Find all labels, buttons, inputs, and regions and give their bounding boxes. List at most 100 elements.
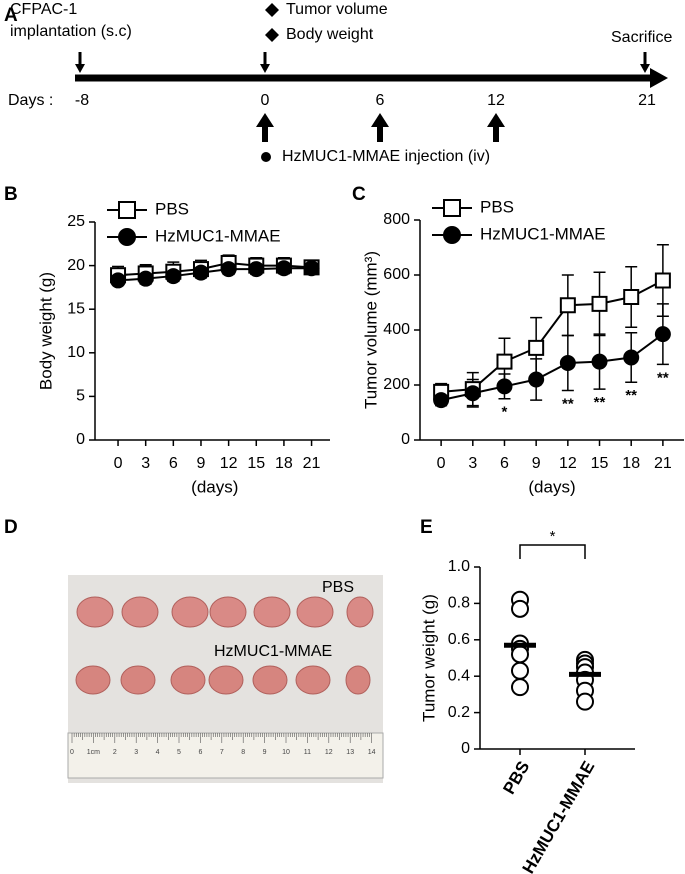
x-tick-label: 3 — [468, 455, 477, 472]
legend-label: PBS — [480, 197, 514, 216]
marker — [591, 295, 608, 312]
day-label: -8 — [75, 92, 89, 109]
significance-mark: * — [502, 404, 508, 421]
y-tick-label: 15 — [67, 300, 85, 317]
marker — [623, 289, 640, 305]
x-tick-label: 9 — [197, 455, 206, 472]
marker — [110, 272, 127, 289]
day-label: 0 — [261, 92, 270, 109]
photo-label: HzMUC1-MMAE — [214, 643, 332, 660]
marker — [654, 326, 671, 343]
x-tick-label: PBS — [499, 758, 533, 798]
marker — [192, 264, 209, 281]
y-axis-label: Tumor volume (mm³) — [361, 251, 380, 409]
legend-marker — [118, 228, 136, 246]
significance-mark: ** — [657, 369, 669, 386]
ruler-label: 0 — [70, 749, 74, 756]
x-axis-label: (days) — [528, 477, 575, 496]
down-arrowhead — [75, 64, 85, 73]
tumor — [121, 596, 159, 628]
ruler-label: 7 — [220, 749, 224, 756]
legend-label: PBS — [155, 199, 189, 218]
marker — [496, 378, 513, 395]
tumor — [170, 665, 206, 695]
tumor — [346, 596, 374, 628]
marker — [528, 339, 545, 356]
ruler-label: 3 — [134, 749, 138, 756]
down-arrowhead — [640, 64, 650, 73]
bullet-icon — [261, 152, 271, 162]
marker — [591, 353, 608, 370]
timeline-arrowhead — [650, 68, 668, 88]
x-tick-label: 3 — [141, 455, 150, 472]
marker — [303, 260, 320, 277]
y-tick-label: 0.6 — [448, 631, 470, 648]
y-tick-label: 0 — [76, 431, 85, 448]
marker — [433, 392, 450, 409]
marker — [559, 297, 576, 314]
panel-label: A — [4, 5, 18, 26]
marker — [165, 268, 182, 285]
y-tick-label: 0 — [401, 431, 410, 448]
tumor — [345, 665, 371, 695]
significance-bracket — [519, 544, 586, 559]
legend-label: HzMUC1-MMAE — [155, 226, 281, 245]
legend-marker — [443, 199, 461, 217]
tumor — [209, 596, 247, 628]
marker — [464, 385, 481, 402]
tumor — [120, 665, 156, 695]
measure-label: Tumor volume — [286, 1, 388, 18]
ruler-label: 8 — [241, 749, 245, 756]
ruler — [67, 732, 384, 779]
panel-label: B — [4, 184, 18, 205]
photo-label: PBS — [322, 579, 354, 596]
diamond-icon — [265, 28, 279, 42]
data-point — [511, 599, 529, 618]
x-tick-label: 6 — [500, 455, 509, 472]
x-tick-label: 18 — [622, 455, 640, 472]
y-tick-label: 1.0 — [448, 558, 470, 575]
marker — [623, 349, 640, 366]
y-tick-label: 25 — [67, 213, 85, 230]
x-tick-label: 9 — [532, 455, 541, 472]
x-axis-label: (days) — [191, 477, 238, 496]
up-arrowhead — [256, 113, 274, 127]
ruler-label: 2 — [113, 749, 117, 756]
y-tick-label: 0.8 — [448, 595, 470, 612]
ruler-label: 6 — [198, 749, 202, 756]
measure-label: Body weight — [286, 26, 374, 43]
marker — [275, 260, 292, 277]
x-tick-label: 21 — [303, 455, 321, 472]
y-tick-label: 200 — [383, 376, 410, 393]
ruler-label: 4 — [156, 749, 160, 756]
y-axis-label: Tumor weight (g) — [419, 594, 438, 722]
injection-label: HzMUC1-MMAE injection (iv) — [282, 148, 490, 165]
x-tick-label: 12 — [559, 455, 577, 472]
y-tick-label: 0.4 — [448, 667, 470, 684]
marker — [220, 261, 237, 278]
y-tick-label: 0 — [461, 740, 470, 757]
panel-label: E — [420, 517, 433, 538]
x-tick-label: 18 — [275, 455, 293, 472]
ruler-label: 1cm — [87, 749, 100, 756]
panel-label: D — [4, 517, 18, 538]
day-label: 12 — [487, 92, 505, 109]
data-point — [511, 661, 529, 680]
legend-marker — [443, 226, 461, 244]
ruler-label: 5 — [177, 749, 181, 756]
significance-mark: ** — [562, 395, 574, 412]
up-arrowhead — [487, 113, 505, 127]
tumor — [295, 665, 331, 695]
significance-mark: * — [550, 528, 556, 545]
marker — [248, 261, 265, 278]
tumor — [252, 665, 288, 695]
tumor — [171, 596, 209, 628]
y-axis-label: Body weight (g) — [36, 272, 55, 390]
y-tick-label: 600 — [383, 266, 410, 283]
ruler-label: 11 — [304, 749, 311, 756]
panel-label: C — [352, 184, 366, 205]
day-label: 6 — [376, 92, 385, 109]
data-point — [511, 645, 529, 664]
